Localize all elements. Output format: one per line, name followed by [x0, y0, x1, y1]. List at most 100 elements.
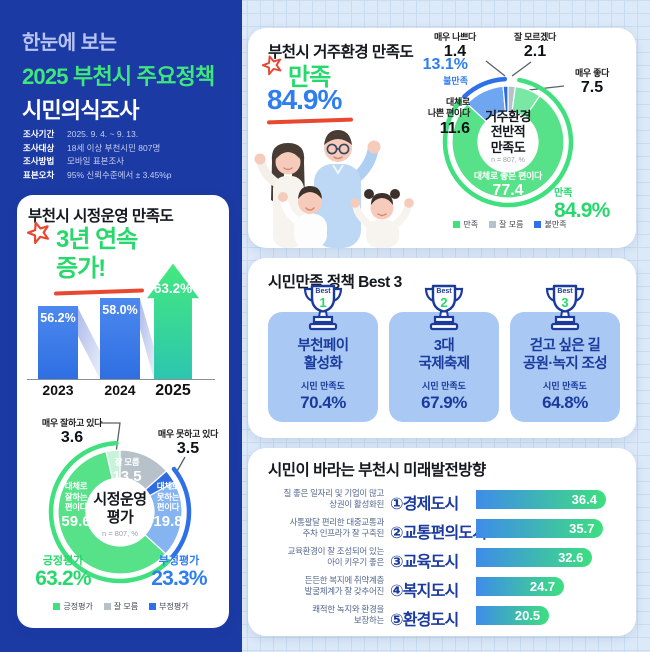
negative-summary: 부정평가 23.3% — [142, 555, 216, 590]
callout-value: 11.6 — [439, 119, 470, 137]
legend-label: 긍정평가 — [63, 602, 93, 611]
ribbon-connector — [140, 299, 154, 379]
future-city-label: ③교육도시 — [390, 548, 459, 572]
survey-info-row: 조사대상 18세 이상 부천시민 807명 — [23, 142, 172, 156]
legend-chip-blue — [149, 603, 157, 610]
callout-value: 3.6 — [60, 429, 84, 447]
best3-card-2: 3대 국제축제 시민 만족도 67.9% — [389, 312, 499, 422]
survey-info-row: 표본오차 95% 신뢰수준에서 ± 3.45%p — [23, 169, 172, 183]
admin-bar-chart: 56.2% 58.0% 63.2% 2023 2024 2025 — [17, 195, 229, 399]
survey-info: 조사기간 2025. 9. 4. ~ 9. 13. 조사대상 18세 이상 부천시민… — [23, 128, 172, 182]
policy-value: 70.4% — [300, 393, 346, 413]
donut-segment — [57, 450, 167, 575]
summary-value: 23.3% — [151, 566, 207, 590]
survey-value: 2025. 9. 4. ~ 9. 13. — [67, 129, 139, 139]
trophy-best-label: Best — [436, 287, 452, 295]
trophy-rank: 1 — [319, 295, 327, 310]
headline-satisfied-value: 84.9% — [267, 84, 342, 115]
legend-item: 불만족 — [534, 219, 567, 230]
future-bar: 36.4 — [476, 490, 606, 509]
highlight-line2: 증가! — [56, 255, 106, 282]
segment-label: 대체로 못하는 편이다 — [156, 481, 180, 513]
donut-center-label: 시정운영 평가 n = 807, % — [78, 491, 162, 538]
legend-chip-green — [53, 603, 61, 610]
future-direction-panel — [248, 448, 636, 636]
bar-chart-decoration — [27, 299, 215, 380]
dissatisfied-label: 불만족 — [443, 76, 468, 86]
donut-segment — [451, 95, 565, 199]
future-bar-value: 35.7 — [569, 521, 595, 536]
segment-value: 59.6 — [61, 512, 91, 530]
trophy-icon: Best 1 — [301, 283, 345, 331]
legend-item: 긍정평가 — [53, 601, 93, 612]
callout-very-bad: 매우 나쁘다 1.4 — [420, 32, 490, 61]
city-name: 경제도시 — [402, 496, 459, 513]
residence-legend: 만족 잘 모름 불만족 — [430, 219, 590, 230]
legend-label: 부정평가 — [159, 602, 189, 611]
callout-very-good: 매우 좋다 7.5 — [560, 68, 624, 97]
bar-value-label: 58.0% — [102, 303, 138, 317]
family-illustration — [254, 130, 414, 248]
future-bar-value: 36.4 — [571, 492, 597, 507]
future-bar-value: 20.5 — [514, 608, 541, 623]
residence-satisfaction-donut — [442, 60, 574, 208]
circled-number: ② — [390, 525, 404, 542]
segment-value: 77.4 — [492, 182, 524, 200]
circled-number: ④ — [390, 583, 404, 600]
survey-label: 조사방법 — [23, 156, 55, 166]
legend-label: 만족 — [463, 220, 479, 229]
future-desc: 쾌적한 녹지와 환경을 보장하는 — [312, 604, 384, 626]
policy-metric-label: 시민 만족도 — [422, 381, 466, 392]
callout-unknown: 잘 모르겠다 2.1 — [498, 32, 572, 61]
donut-center-title: 시정운영 평가 — [93, 491, 147, 526]
donut-sample-note: n = 807, % — [101, 529, 139, 538]
callout-value: 3.5 — [176, 440, 200, 458]
survey-label: 조사대상 — [23, 142, 55, 153]
policy-value: 64.8% — [542, 393, 588, 413]
leader-line — [485, 60, 506, 77]
best3-card-1: 부천페이 활성화 시민 만족도 70.4% — [268, 312, 378, 422]
segment-label: 잘 모름 — [114, 457, 140, 467]
bar-value-label: 56.2% — [40, 311, 76, 326]
dissatisfied-callout: 13.1% 불만족 — [400, 56, 468, 87]
future-desc: 든든한 복지에 취약계층 발굴체계가 잘 갖추어진 — [304, 575, 385, 597]
page-title: 한눈에 보는 2025 부천시 주요정책 시민의식조사 — [22, 26, 215, 125]
future-panel-title: 시민이 바라는 부천시 미래발전방향 — [268, 462, 486, 479]
positive-summary: 긍정평가 63.2% — [22, 555, 104, 590]
city-name: 복지도시 — [402, 583, 459, 600]
star-scribble-icon — [26, 221, 50, 244]
circled-number: ① — [390, 496, 404, 513]
donut-sample-note: n = 807, % — [491, 156, 525, 164]
legend-chip-gray — [103, 603, 111, 610]
year-label: 2025 — [155, 382, 191, 399]
policy-metric-label: 시민 만족도 — [301, 381, 345, 392]
city-name: 교통편의도시 — [402, 525, 487, 542]
admin-evaluation-donut — [48, 422, 192, 584]
trophy-rank: 3 — [561, 295, 569, 310]
donut-segment — [502, 85, 509, 113]
title-line2: 2025 부천시 주요정책 — [22, 64, 215, 89]
future-bar: 20.5 — [476, 606, 550, 625]
segment-label-good: 대체로 좋은 편이다 77.4 — [452, 171, 564, 201]
admin-legend: 긍정평가 잘 모름 부정평가 — [25, 601, 217, 612]
legend-label: 불만족 — [544, 220, 567, 229]
bar-value-label: 63.2% — [153, 280, 193, 296]
survey-value: 95% 신뢰수준에서 ± 3.45%p — [67, 169, 172, 180]
legend-chip-gray — [489, 221, 497, 228]
survey-label: 표본오차 — [23, 169, 55, 180]
legend-item: 만족 — [453, 219, 478, 230]
policy-metric-label: 시민 만족도 — [543, 381, 587, 392]
leader-line — [528, 85, 565, 91]
callout-value: 7.5 — [580, 79, 604, 97]
year-label: 2024 — [104, 382, 136, 398]
ribbon-connector — [78, 308, 100, 379]
future-city-label: ①경제도시 — [390, 490, 459, 514]
survey-value: 모바일 표본조사 — [67, 156, 125, 166]
survey-info-row: 조사기간 2025. 9. 4. ~ 9. 13. — [23, 128, 172, 142]
donut-outer-arc — [48, 440, 171, 584]
segment-value: 19.8 — [153, 512, 183, 530]
leader-line — [511, 61, 532, 77]
donut-center-label: 거주환경 전반적 만족도 n = 807, % — [466, 109, 550, 164]
future-desc: 질 좋은 일자리 및 기업이 많고 상권이 활성화된 — [283, 488, 384, 510]
